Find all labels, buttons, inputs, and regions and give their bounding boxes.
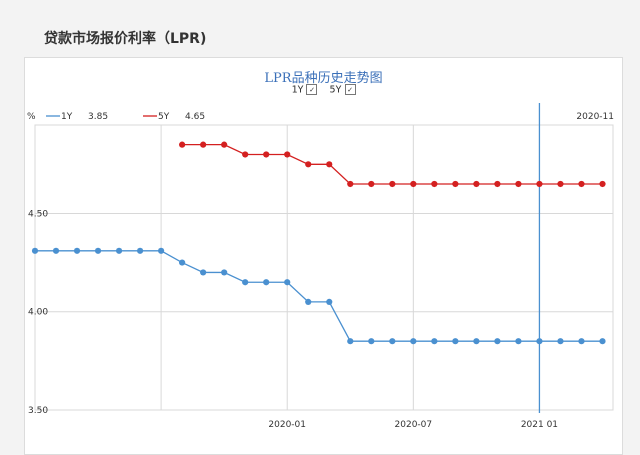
- data-point-5y: [494, 180, 501, 188]
- data-point-1y: [221, 269, 228, 276]
- data-point-1y: [389, 338, 396, 345]
- data-point-5y: [473, 180, 480, 188]
- page-title: 贷款市场报价利率（LPR): [44, 31, 207, 47]
- data-point-1y: [284, 279, 291, 286]
- data-point-1y: [94, 247, 102, 254]
- data-point-1y: [242, 279, 249, 286]
- data-point-1y: [52, 247, 60, 254]
- data-point-1y: [431, 338, 438, 345]
- data-point-1y: [494, 338, 501, 345]
- series-line-1y: [35, 250, 603, 342]
- data-point-5y: [368, 180, 375, 188]
- data-point-1y: [515, 338, 522, 345]
- data-point-1y: [115, 247, 123, 254]
- plot-frame: [34, 124, 614, 411]
- legend-label-1y: 1Y: [61, 112, 73, 122]
- data-point-5y: [515, 180, 522, 188]
- data-point-5y: [200, 141, 207, 148]
- legend-value-5y: 4.65: [185, 112, 205, 122]
- toggle-1y[interactable]: 1Y ✓: [291, 84, 318, 96]
- y-axis-unit: %: [27, 112, 36, 122]
- data-point-1y: [473, 338, 480, 345]
- data-point-5y: [284, 151, 291, 158]
- data-point-1y: [410, 338, 417, 345]
- data-point-1y: [200, 269, 207, 276]
- data-point-1y: [578, 338, 585, 345]
- y-tick-label: 4.50: [28, 209, 48, 219]
- data-point-1y: [452, 338, 459, 345]
- data-point-5y: [410, 180, 417, 188]
- data-point-5y: [578, 180, 585, 188]
- data-point-5y: [452, 180, 459, 188]
- data-point-1y: [557, 338, 564, 345]
- toggle-5y-checkbox[interactable]: ✓: [344, 84, 356, 95]
- cursor-date-label: 2020-11: [576, 112, 614, 122]
- data-point-1y: [31, 247, 39, 254]
- legend-value-1y: 3.85: [88, 112, 108, 122]
- data-point-5y: [179, 141, 186, 148]
- data-point-1y: [305, 298, 312, 305]
- toggle-5y[interactable]: 5Y ✓: [330, 84, 356, 96]
- data-point-1y: [263, 279, 270, 286]
- y-tick-label: 3.50: [28, 406, 48, 416]
- data-point-5y: [347, 180, 354, 188]
- x-tick-label: 2021 01: [521, 420, 558, 430]
- toggle-5y-label: 5Y: [329, 84, 342, 96]
- data-point-1y: [136, 247, 144, 254]
- data-point-5y: [389, 180, 396, 188]
- data-point-1y: [536, 338, 543, 345]
- data-point-5y: [599, 180, 606, 188]
- x-tick-label: 2020-07: [395, 420, 433, 430]
- chart-title: LPR品种历史走势图: [264, 71, 383, 86]
- data-point-1y: [368, 338, 375, 345]
- toggle-1y-checkbox[interactable]: ✓: [306, 84, 318, 95]
- lpr-line-chart: 3.50 4.00 4.50 2020-01 2020-07 2021 01% 1Y 3.85…: [27, 103, 614, 430]
- data-point-5y: [242, 151, 249, 158]
- data-point-1y: [347, 338, 354, 345]
- data-point-1y: [179, 259, 186, 266]
- x-tick-label: 2020-01: [268, 420, 306, 430]
- data-point-1y: [158, 247, 165, 254]
- data-point-1y: [73, 247, 81, 254]
- series-toggles: 1Y ✓ 5Y ✓: [25, 84, 622, 96]
- data-point-5y: [326, 161, 333, 168]
- chart-panel: 3.50 4.00 4.50 2020-01 2020-07 2021 01% 1Y 3.85…: [24, 57, 623, 455]
- data-point-5y: [305, 161, 312, 168]
- data-point-5y: [536, 180, 543, 188]
- data-point-5y: [221, 141, 228, 148]
- data-point-1y: [326, 298, 333, 305]
- data-point-5y: [431, 180, 438, 188]
- legend-label-5y: 5Y: [158, 112, 170, 122]
- y-tick-label: 4.00: [28, 308, 48, 318]
- data-point-5y: [263, 151, 270, 158]
- data-point-1y: [599, 338, 606, 345]
- data-point-5y: [557, 180, 564, 188]
- toggle-1y-label: 1Y: [291, 84, 304, 96]
